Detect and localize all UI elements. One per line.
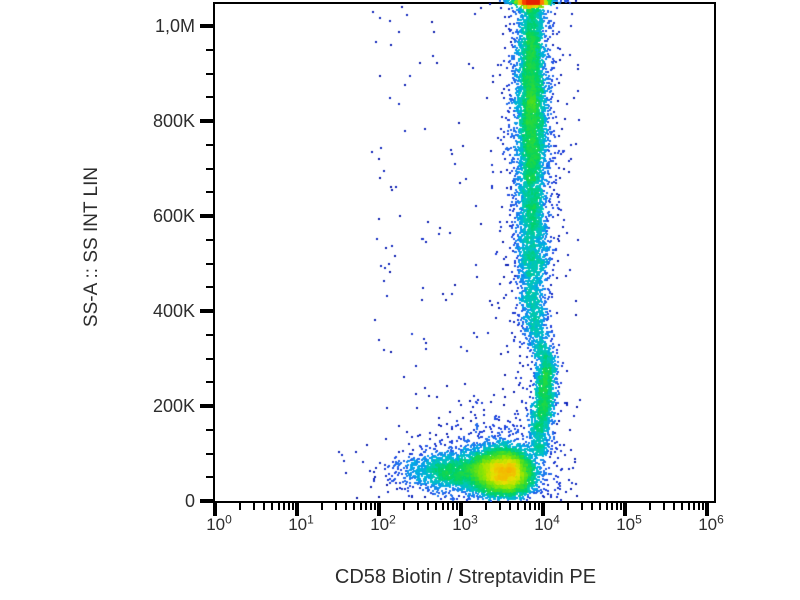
x-minor-tick [288,503,291,510]
x-minor-tick [345,503,348,510]
y-minor-tick [206,452,213,455]
y-minor-tick [206,48,213,51]
x-minor-tick [529,503,532,510]
x-minor-tick [681,503,684,510]
x-minor-tick [253,503,256,510]
x-minor-tick [605,503,608,510]
x-minor-tick [687,503,690,510]
y-minor-tick [206,191,213,194]
x-minor-tick [283,503,286,510]
x-minor-tick [292,503,295,510]
y-major-tick [200,499,213,503]
scatter-density-canvas [215,0,716,502]
x-minor-tick [335,503,338,510]
x-minor-tick [702,503,705,510]
y-minor-tick [206,286,213,289]
x-minor-tick [509,503,512,510]
y-minor-tick [206,381,213,384]
y-minor-tick [206,262,213,265]
x-tick-label: 104 [534,512,560,534]
x-minor-tick [370,503,373,510]
y-tick-label: 400K [152,301,195,321]
x-tick-label: 106 [698,512,724,534]
x-minor-tick [447,503,450,510]
y-tick-label: 1,0M [154,16,195,36]
x-minor-tick [566,503,569,510]
y-axis-title: SS-A :: SS INT LIN [81,166,102,328]
x-tick-label: 100 [206,512,232,534]
x-tick-label: 103 [452,512,478,534]
x-minor-tick [517,503,520,510]
x-minor-tick [456,503,459,510]
y-tick-label: 200K [152,396,195,416]
x-minor-tick [611,503,614,510]
x-minor-tick [648,503,651,510]
x-minor-tick [238,503,241,510]
x-tick-label: 101 [288,512,314,534]
y-minor-tick [206,476,213,479]
x-minor-tick [523,503,526,510]
x-minor-tick [534,503,537,510]
x-major-tick [213,503,217,516]
x-minor-tick [663,503,666,510]
x-minor-tick [591,503,594,510]
y-tick-label: 800K [152,111,195,131]
y-minor-tick [206,167,213,170]
x-minor-tick [581,503,584,510]
x-major-tick [705,503,709,516]
x-major-tick [623,503,627,516]
x-minor-tick [359,503,362,510]
x-axis-title: CD58 Biotin / Streptavidin PE [334,566,597,588]
x-minor-tick [538,503,541,510]
x-minor-tick [417,503,420,510]
y-tick-label: 600K [152,206,195,226]
x-minor-tick [435,503,438,510]
x-minor-tick [320,503,323,510]
y-minor-tick [206,72,213,75]
x-minor-tick [277,503,280,510]
y-major-tick [200,309,213,313]
x-minor-tick [484,503,487,510]
x-minor-tick [693,503,696,510]
x-minor-tick [698,503,701,510]
x-major-tick [541,503,545,516]
y-tick-label: 0 [184,491,195,511]
x-minor-tick [673,503,676,510]
y-major-tick [200,214,213,218]
x-minor-tick [271,503,274,510]
y-minor-tick [206,96,213,99]
x-minor-tick [452,503,455,510]
x-minor-tick [374,503,377,510]
x-major-tick [295,503,299,516]
x-minor-tick [441,503,444,510]
x-minor-tick [263,503,266,510]
x-minor-tick [499,503,502,510]
x-minor-tick [616,503,619,510]
x-minor-tick [365,503,368,510]
y-major-tick [200,24,213,28]
x-minor-tick [353,503,356,510]
x-tick-label: 102 [370,512,396,534]
x-minor-tick [402,503,405,510]
y-minor-tick [206,357,213,360]
x-minor-tick [599,503,602,510]
x-minor-tick [427,503,430,510]
x-major-tick [459,503,463,516]
y-minor-tick [206,143,213,146]
y-minor-tick [206,333,213,336]
y-major-tick [200,119,213,123]
y-minor-tick [206,428,213,431]
x-major-tick [377,503,381,516]
x-minor-tick [620,503,623,510]
y-minor-tick [206,238,213,241]
x-tick-label: 105 [616,512,642,534]
y-major-tick [200,404,213,408]
